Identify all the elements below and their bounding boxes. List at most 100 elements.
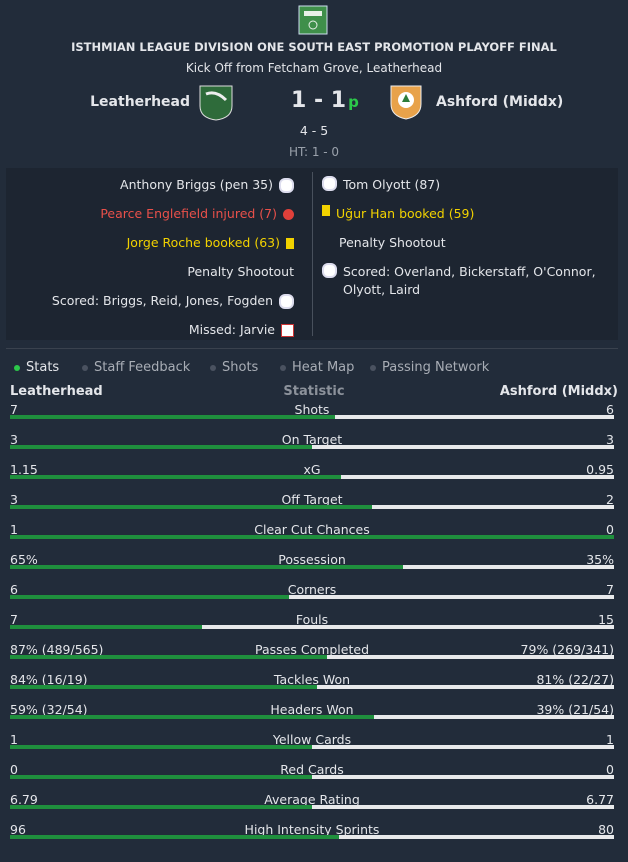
stat-away: 6.77 bbox=[586, 792, 614, 807]
stat-row: 6 Corners 7 bbox=[10, 582, 614, 612]
venue: Kick Off from Fetcham Grove, Leatherhead bbox=[185, 61, 443, 75]
tab-label: Stats bbox=[26, 360, 60, 375]
divider bbox=[312, 172, 313, 336]
event-icon bbox=[281, 323, 294, 337]
event: Tom Olyott (87) bbox=[322, 176, 612, 194]
tab[interactable]: Shots bbox=[210, 360, 258, 375]
stat-home: 0 bbox=[10, 762, 18, 777]
bar-away bbox=[339, 835, 614, 839]
bar-away bbox=[288, 595, 614, 599]
stat-row: 1.15 xG 0.95 bbox=[10, 462, 614, 492]
tab-label: Passing Network bbox=[382, 360, 490, 375]
event-icon bbox=[279, 293, 294, 309]
event-text: Tom Olyott (87) bbox=[343, 177, 441, 192]
stats-away: Ashford (Middx) bbox=[499, 384, 618, 399]
tab-dot bbox=[370, 364, 376, 371]
event-text: Penalty Shootout bbox=[339, 235, 446, 250]
stat-label: Shots bbox=[294, 402, 330, 417]
score-value: 1 - 1 bbox=[291, 88, 347, 113]
stat-home: 6 bbox=[10, 582, 18, 597]
stat-row: 59% (32/54) Headers Won 39% (21/54) bbox=[10, 702, 614, 732]
tab[interactable]: Heat Map bbox=[280, 360, 354, 375]
bar-home bbox=[10, 445, 312, 449]
events-panel: Anthony Briggs (pen 35) Pearce Englefield… bbox=[6, 168, 618, 340]
bar-away bbox=[312, 445, 614, 449]
home-team: Leatherhead bbox=[90, 94, 190, 110]
event-text: Jorge Roche booked (63) bbox=[126, 235, 280, 250]
stat-home: 96 bbox=[10, 822, 26, 837]
stat-away: 80 bbox=[598, 822, 614, 837]
tab-label: Heat Map bbox=[292, 360, 355, 375]
stat-away: 81% (22/27) bbox=[536, 672, 614, 687]
event-text: Uğur Han booked (59) bbox=[336, 206, 475, 221]
stat-row: 96 High Intensity Sprints 80 bbox=[10, 822, 614, 852]
stat-label: Yellow Cards bbox=[272, 732, 352, 747]
stat-home: 3 bbox=[10, 492, 18, 507]
tab-label: Shots bbox=[222, 360, 259, 375]
bar-away bbox=[372, 505, 614, 509]
stat-home: 1 bbox=[10, 732, 18, 747]
stat-row: 87% (489/565) Passes Completed 79% (269/34… bbox=[10, 642, 614, 672]
separator bbox=[6, 348, 618, 349]
stat-away: 1 bbox=[606, 732, 614, 747]
away-badge bbox=[390, 85, 422, 120]
stats-home: Leatherhead bbox=[10, 384, 103, 399]
stat-label: Corners bbox=[287, 582, 337, 597]
stat-label: Off Target bbox=[281, 492, 343, 507]
stat-row: 7 Fouls 15 bbox=[10, 612, 614, 642]
stats-heading: Statistic bbox=[283, 384, 345, 399]
bar-home bbox=[10, 625, 203, 629]
event-icon bbox=[322, 205, 330, 216]
event-text: Missed: Jarvie bbox=[188, 322, 275, 337]
away-team: Ashford (Middx) bbox=[436, 94, 564, 110]
bar-away bbox=[326, 655, 614, 659]
event: Uğur Han booked (59) bbox=[322, 205, 612, 223]
event: Penalty Shootout bbox=[187, 263, 294, 281]
event: Pearce Englefield injured (7) bbox=[100, 205, 294, 223]
away-events: Tom Olyott (87) Uğur Han booked (59) Penal… bbox=[322, 176, 612, 299]
event-text: Penalty Shootout bbox=[187, 264, 294, 279]
event: Jorge Roche booked (63) bbox=[127, 234, 294, 252]
stat-home: 7 bbox=[10, 402, 18, 417]
event-icon bbox=[286, 237, 294, 249]
tab[interactable]: Stats bbox=[14, 360, 59, 375]
bar-away bbox=[335, 415, 614, 419]
bar-home bbox=[10, 775, 312, 779]
bar-home bbox=[10, 475, 341, 479]
tab-dot bbox=[14, 364, 20, 371]
tab[interactable]: Passing Network bbox=[370, 360, 489, 375]
event-text: Anthony Briggs (pen 35) bbox=[120, 177, 273, 192]
event-icon bbox=[283, 208, 294, 220]
stat-away: 3 bbox=[606, 432, 614, 447]
bar-away bbox=[312, 805, 614, 809]
stat-row: 6.79 Average Rating 6.77 bbox=[10, 792, 614, 822]
stat-home: 6.79 bbox=[10, 792, 38, 807]
event: Scored: Briggs, Reid, Jones, Fogden bbox=[52, 292, 294, 310]
bar-home bbox=[10, 655, 327, 659]
tab[interactable]: Staff Feedback bbox=[82, 360, 190, 375]
stat-away: 79% (269/341) bbox=[520, 642, 614, 657]
stat-away: 6 bbox=[606, 402, 614, 417]
event-icon bbox=[322, 263, 337, 278]
tab-dot bbox=[280, 364, 286, 371]
bar-home bbox=[10, 745, 312, 749]
bar-away bbox=[402, 565, 614, 569]
event: Anthony Briggs (pen 35) bbox=[120, 176, 294, 194]
half-time: HT: 1 - 0 bbox=[288, 145, 340, 159]
event: Scored: Overland, Bickerstaff, O'Connor,… bbox=[322, 263, 612, 299]
stat-label: Possession bbox=[278, 552, 346, 567]
stat-row: 1 Clear Cut Chances 0 bbox=[10, 522, 614, 552]
stat-away: 2 bbox=[606, 492, 614, 507]
bar-home bbox=[10, 505, 373, 509]
stat-home: 1.15 bbox=[10, 462, 38, 477]
stat-home: 7 bbox=[10, 612, 18, 627]
stat-away: 7 bbox=[606, 582, 614, 597]
event-text: Pearce Englefield injured (7) bbox=[100, 206, 277, 221]
stat-home: 1 bbox=[10, 522, 18, 537]
stat-home: 87% (489/565) bbox=[10, 642, 104, 657]
event: Missed: Jarvie bbox=[189, 321, 294, 339]
stat-row: 65% Possession 35% bbox=[10, 552, 614, 582]
bar-home bbox=[10, 805, 313, 809]
stat-label: Fouls bbox=[295, 612, 329, 627]
